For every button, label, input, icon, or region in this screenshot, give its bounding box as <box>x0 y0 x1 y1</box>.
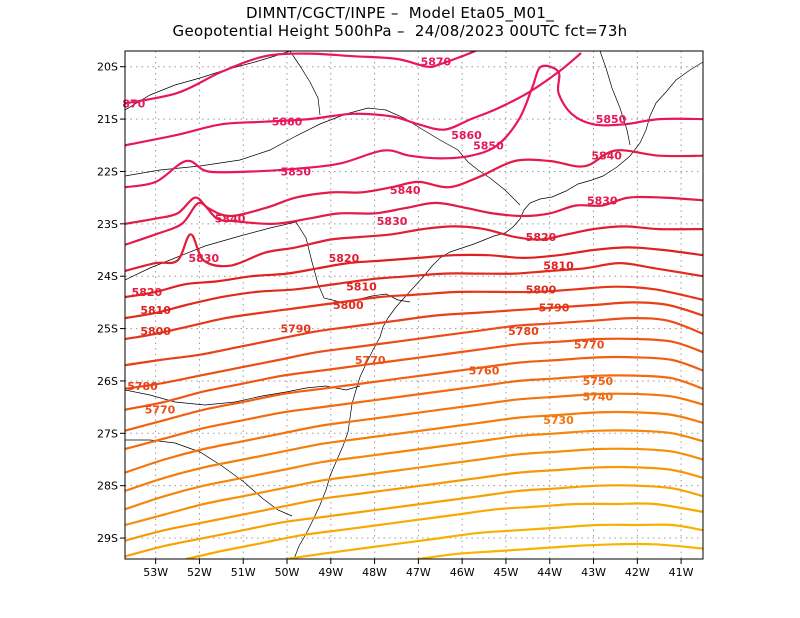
lat-tick-label: 29S <box>97 532 118 545</box>
state-border-mg-es <box>599 51 631 146</box>
contour-line-5740 <box>125 374 703 451</box>
contour-line-5760 <box>125 337 703 411</box>
contour-label: 5850 <box>280 165 311 178</box>
contour-line-5850 <box>125 64 703 189</box>
plot-frame <box>124 50 704 560</box>
coastline-and-borders <box>125 51 703 559</box>
lon-tick-label: 41W <box>669 566 694 579</box>
contour-label: 5730 <box>543 414 574 427</box>
contour-label: 5870 <box>421 55 452 68</box>
contour-line-5810 <box>125 246 703 299</box>
gridlines <box>125 51 703 559</box>
contour-label: 870 <box>122 97 145 110</box>
contour-label: 5750 <box>583 375 614 388</box>
contour-label: 5850 <box>473 139 504 152</box>
contour-label: 5770 <box>145 404 176 417</box>
lat-tick-label: 25S <box>97 323 118 336</box>
contour-line-5840 <box>125 149 703 225</box>
contour-label: 5800 <box>333 299 364 312</box>
contour-line-5770 <box>125 317 703 390</box>
contour-label: 5850 <box>596 113 627 126</box>
river-parana <box>289 51 321 116</box>
contour-label: 5820 <box>526 231 557 244</box>
contour-line-5700 <box>125 447 703 527</box>
contour-line-5870 <box>125 51 477 105</box>
lat-tick-label: 26S <box>97 375 118 388</box>
state-border-go <box>125 51 291 111</box>
axis-ticks: 53W 52W 51W 50W 49W 48W 47W 46W 45W 44W 43W 42W 41W 2… <box>97 61 694 579</box>
contour-label: 5790 <box>539 302 570 315</box>
state-border-pr <box>125 221 411 303</box>
contour-line-5650 <box>417 542 703 559</box>
lon-tick-label: 53W <box>143 566 168 579</box>
contour-line-5820 <box>125 225 703 273</box>
height-contours <box>125 51 703 559</box>
lat-tick-label: 28S <box>97 480 118 493</box>
contour-label: 5830 <box>189 252 220 265</box>
chart-title: DIMNT/CGCT/INPE – Model Eta05_M01_ Geopo… <box>0 4 800 40</box>
contour-label: 5840 <box>215 213 246 226</box>
contour-line-5790 <box>125 285 703 341</box>
contour-line-5860 <box>125 52 582 147</box>
lon-tick-label: 45W <box>494 566 519 579</box>
lon-tick-label: 49W <box>318 566 343 579</box>
lat-tick-label: 21S <box>97 113 118 126</box>
lon-tick-label: 52W <box>187 566 212 579</box>
contour-label: 5800 <box>526 283 557 296</box>
lon-tick-label: 46W <box>450 566 475 579</box>
title-line-2: Geopotential Height 500hPa – 24/08/2023 … <box>172 22 628 40</box>
contour-label: 5810 <box>140 304 171 317</box>
contour-label: 5810 <box>346 281 377 294</box>
lat-tick-label: 22S <box>97 165 118 178</box>
contour-label: 5840 <box>591 150 622 163</box>
lon-tick-label: 51W <box>231 566 256 579</box>
contour-line-5710 <box>125 429 703 511</box>
contour-label: 5780 <box>508 325 539 338</box>
contour-line-5690 <box>125 465 703 542</box>
contour-label: 5790 <box>280 323 311 336</box>
contour-label: 5780 <box>127 380 158 393</box>
contour-label: 5860 <box>272 116 303 129</box>
lat-tick-label: 24S <box>97 270 118 283</box>
contour-labels: 5870870586058605850585058405850584058305… <box>122 55 626 427</box>
contour-label: 5740 <box>583 391 614 404</box>
state-border-mg-sp <box>125 107 521 206</box>
contour-line-5830 <box>125 195 703 246</box>
contour-label: 5820 <box>132 286 163 299</box>
lon-tick-label: 44W <box>537 566 562 579</box>
contour-label: 5830 <box>377 215 408 228</box>
lon-tick-label: 43W <box>581 566 606 579</box>
contour-label: 5840 <box>390 184 421 197</box>
contour-label: 5770 <box>574 338 605 351</box>
lat-tick-label: 20S <box>97 61 118 74</box>
contour-line-5670 <box>185 502 703 559</box>
lat-tick-label: 23S <box>97 218 118 231</box>
lat-tick-label: 27S <box>97 427 118 440</box>
contour-line-5680 <box>125 484 703 558</box>
contour-label: 5770 <box>355 354 386 367</box>
contour-label: 5800 <box>140 325 171 338</box>
contour-label: 5830 <box>587 194 618 207</box>
contour-label: 5820 <box>329 252 360 265</box>
contour-line-5800 <box>125 262 703 320</box>
contour-line-5780 <box>125 301 703 367</box>
contour-line-5750 <box>125 355 703 432</box>
contour-line-5730 <box>125 392 703 474</box>
contour-label: 5760 <box>469 364 500 377</box>
title-line-1: DIMNT/CGCT/INPE – Model Eta05_M01_ <box>245 4 555 22</box>
lon-tick-label: 48W <box>362 566 387 579</box>
lon-tick-label: 42W <box>625 566 650 579</box>
lon-tick-label: 47W <box>406 566 431 579</box>
contour-label: 5810 <box>543 260 574 273</box>
contour-line-5720 <box>125 410 703 492</box>
lon-tick-label: 50W <box>275 566 300 579</box>
contour-label: 5860 <box>451 129 482 142</box>
contour-line-5660 <box>285 523 703 559</box>
